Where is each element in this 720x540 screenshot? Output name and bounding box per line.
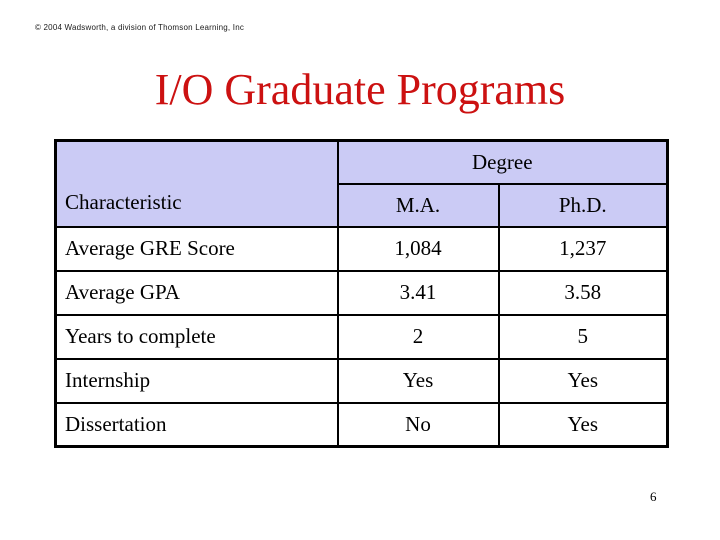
column-header-ma: M.A. bbox=[336, 182, 500, 228]
phd-value: 5 bbox=[497, 313, 669, 360]
table-row-dissertation: Dissertation No Yes bbox=[54, 401, 669, 448]
header-row-degree: Characteristic Degree bbox=[54, 139, 669, 228]
ma-value: 2 bbox=[336, 313, 500, 360]
slide-title: I/O Graduate Programs bbox=[154, 65, 566, 114]
row-label: Internship bbox=[54, 357, 339, 404]
phd-value: 1,237 bbox=[497, 225, 669, 272]
phd-value: Yes bbox=[497, 401, 669, 448]
ma-value: 3.41 bbox=[336, 269, 500, 316]
row-label: Average GRE Score bbox=[54, 225, 339, 272]
degree-comparison-table-container: Characteristic Degree M.A. Ph.D. Average… bbox=[54, 139, 669, 448]
column-group-header-degree: Degree bbox=[336, 139, 669, 185]
header-row-columns: M.A. Ph.D. bbox=[56, 182, 669, 228]
table-row-gpa: Average GPA 3.41 3.58 bbox=[54, 269, 669, 316]
table-row-internship: Internship Yes Yes bbox=[54, 357, 669, 404]
table-row-gre: Average GRE Score 1,084 1,237 bbox=[54, 225, 669, 272]
phd-value: 3.58 bbox=[497, 269, 669, 316]
ma-value: No bbox=[336, 401, 500, 448]
copyright-notice: © 2004 Wadsworth, a division of Thomson … bbox=[35, 23, 245, 32]
column-header-phd: Ph.D. bbox=[497, 182, 669, 228]
degree-comparison-table: Characteristic Degree M.A. Ph.D. Average… bbox=[54, 139, 669, 448]
row-header-characteristic: Characteristic bbox=[54, 139, 339, 228]
phd-value: Yes bbox=[497, 357, 669, 404]
page-number: 6 bbox=[650, 489, 657, 504]
row-label: Dissertation bbox=[54, 401, 339, 448]
table-row-years: Years to complete 2 5 bbox=[54, 313, 669, 360]
ma-value: Yes bbox=[336, 357, 500, 404]
ma-value: 1,084 bbox=[336, 225, 500, 272]
row-label: Years to complete bbox=[54, 313, 339, 360]
row-label: Average GPA bbox=[54, 269, 339, 316]
